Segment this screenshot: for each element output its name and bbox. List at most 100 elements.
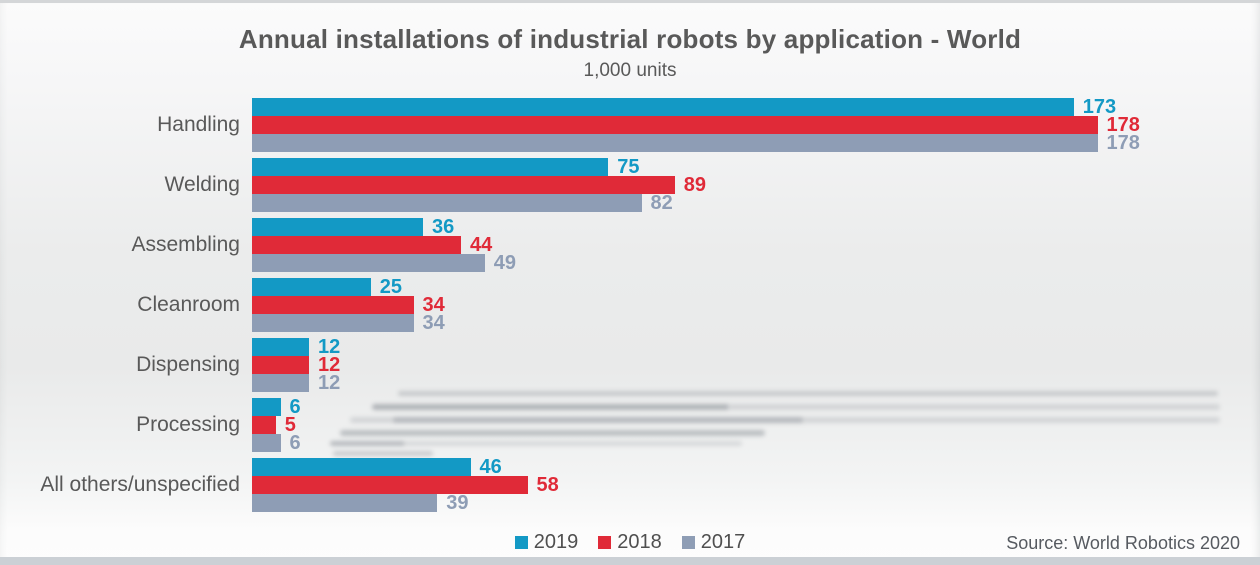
bar-line: 173: [252, 96, 1140, 118]
bottom-border: [0, 557, 1260, 565]
legend-swatch: [514, 536, 528, 549]
bar-group: 173 178 178: [252, 96, 1140, 154]
bar-value: 178: [1106, 132, 1140, 154]
bar-2017: [252, 254, 485, 272]
bar-line: 12: [252, 336, 341, 358]
bar-2018: [252, 296, 414, 314]
chart-rows: Handling 173 178 178 Welding 75 89 82 Assembling…: [0, 96, 1260, 518]
bar-2017: [252, 374, 309, 392]
bar-2018: [252, 416, 276, 434]
category-label: Dispensing: [136, 353, 240, 376]
bar-line: 12: [252, 372, 341, 394]
legend-item-2017: 2017: [681, 531, 746, 554]
bar-2019: [252, 158, 609, 176]
legend-swatch: [681, 536, 695, 549]
bar-value: 6: [289, 396, 301, 418]
source-note: Source: World Robotics 2020: [1006, 533, 1240, 553]
bar-2019: [252, 278, 371, 296]
bar-line: 75: [252, 156, 706, 178]
bar-2017: [252, 134, 1098, 152]
bar-2018: [252, 476, 528, 494]
bar-line: 6: [252, 396, 301, 418]
chart-row: Handling 173 178 178: [0, 96, 1260, 154]
bar-line: 39: [252, 492, 559, 514]
bar-2018: [252, 356, 309, 374]
bar-2017: [252, 194, 642, 212]
category-label: All others/unspecified: [40, 473, 240, 496]
bar-line: 178: [252, 132, 1140, 154]
category-label: Assembling: [131, 233, 240, 256]
bar-2019: [252, 218, 423, 236]
bar-2017: [252, 494, 438, 512]
legend-label: 2019: [533, 531, 579, 553]
bar-line: 49: [252, 252, 516, 274]
bar-value: 173: [1082, 96, 1117, 118]
bar-line: 34: [252, 294, 445, 316]
legend-label: 2017: [700, 531, 746, 553]
chart-row: Processing 6 5 6: [0, 396, 1260, 454]
bar-line: 178: [252, 114, 1140, 136]
bar-value: 39: [446, 492, 469, 514]
bar-line: 34: [252, 312, 445, 334]
category-label: Handling: [157, 113, 240, 136]
bar-2018: [252, 236, 461, 254]
chart-row: All others/unspecified 46 58 39: [0, 456, 1260, 514]
bar-line: 6: [252, 432, 301, 454]
category-label: Processing: [136, 413, 240, 436]
bar-2019: [252, 98, 1074, 116]
bar-group: 12 12 12: [252, 336, 341, 394]
chart-row: Cleanroom 25 34 34: [0, 276, 1260, 334]
bar-2018: [252, 176, 675, 194]
bar-value: 6: [289, 432, 301, 454]
bar-value: 5: [284, 414, 296, 436]
bar-value: 12: [318, 354, 341, 376]
bar-2019: [252, 458, 471, 476]
bar-line: 46: [252, 456, 559, 478]
bar-line: 44: [252, 234, 516, 256]
bar-value: 34: [422, 312, 445, 334]
bar-line: 25: [252, 276, 445, 298]
bar-value: 44: [470, 234, 493, 256]
chart-row: Welding 75 89 82: [0, 156, 1260, 214]
bar-value: 178: [1106, 114, 1140, 136]
legend-item-2018: 2018: [598, 531, 662, 554]
bar-line: 5: [252, 414, 301, 436]
bar-line: 58: [252, 474, 559, 496]
bar-2019: [252, 338, 309, 356]
bar-2017: [252, 314, 414, 332]
chart-row: Dispensing 12 12 12: [0, 336, 1260, 394]
bar-value: 75: [617, 156, 640, 178]
bar-value: 25: [379, 276, 402, 298]
bar-line: 36: [252, 216, 516, 238]
bar-value: 49: [493, 252, 516, 274]
chart-legend: 2019 2018 2017: [0, 531, 1260, 554]
top-border: [0, 0, 1260, 3]
bar-2019: [252, 398, 281, 416]
bar-value: 89: [683, 174, 706, 196]
bar-2017: [252, 434, 281, 452]
chart-subtitle: 1,000 units: [583, 60, 677, 81]
bar-2018: [252, 116, 1098, 134]
chart-row: Assembling 36 44 49: [0, 216, 1260, 274]
bar-line: 12: [252, 354, 341, 376]
bar-value: 12: [318, 372, 341, 394]
bar-value: 36: [432, 216, 455, 238]
legend-item-2019: 2019: [514, 531, 579, 554]
bar-value: 58: [536, 474, 559, 496]
bar-value: 34: [422, 294, 445, 316]
legend-label: 2018: [617, 531, 662, 553]
legend-swatch: [598, 536, 612, 549]
category-label: Welding: [164, 173, 241, 196]
bar-group: 46 58 39: [252, 456, 559, 514]
bar-line: 82: [252, 192, 706, 214]
bar-group: 75 89 82: [252, 156, 706, 214]
bar-value: 46: [479, 456, 502, 478]
category-label: Cleanroom: [137, 293, 240, 316]
bar-group: 36 44 49: [252, 216, 516, 274]
bar-value: 12: [318, 336, 341, 358]
bar-group: 25 34 34: [252, 276, 445, 334]
bar-line: 89: [252, 174, 706, 196]
bar-value: 82: [650, 192, 673, 214]
